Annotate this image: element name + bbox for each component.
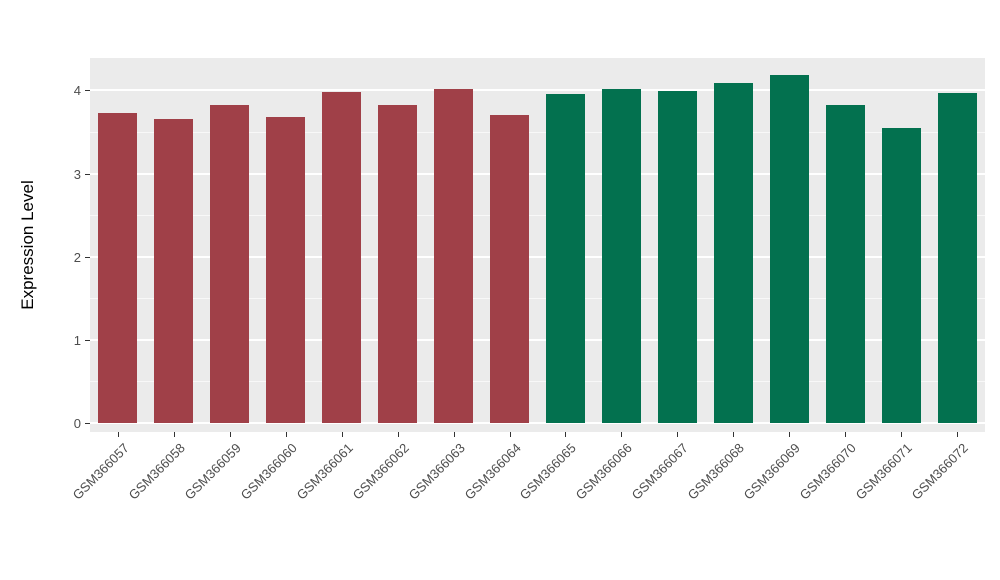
y-tick-label: 4 bbox=[73, 83, 81, 99]
x-tick-label-GSM366057: GSM366057 bbox=[69, 440, 132, 503]
bar-GSM366068 bbox=[713, 82, 753, 423]
bar-GSM366069 bbox=[769, 75, 809, 423]
x-tick-label-GSM366060: GSM366060 bbox=[237, 440, 300, 503]
x-tick-mark bbox=[621, 432, 623, 437]
y-tick-mark bbox=[85, 256, 90, 258]
x-tick-mark bbox=[453, 432, 455, 437]
y-tick-mark bbox=[85, 339, 90, 341]
x-tick-label-GSM366064: GSM366064 bbox=[461, 440, 524, 503]
x-tick-mark bbox=[117, 432, 119, 437]
x-tick-mark bbox=[173, 432, 175, 437]
x-tick-mark bbox=[229, 432, 231, 437]
bar-GSM366072 bbox=[937, 92, 977, 423]
x-tick-label-GSM366058: GSM366058 bbox=[125, 440, 188, 503]
y-axis-title-text: Expression Level bbox=[18, 180, 37, 310]
bar-GSM366067 bbox=[657, 91, 697, 423]
x-tick-label-GSM366069: GSM366069 bbox=[740, 440, 804, 503]
x-tick-label-GSM366062: GSM366062 bbox=[349, 440, 412, 503]
x-tick-mark bbox=[677, 432, 679, 437]
x-tick-label-GSM366070: GSM366070 bbox=[796, 440, 860, 503]
gridline-major bbox=[90, 89, 985, 92]
bar-GSM366060 bbox=[266, 117, 306, 423]
y-tick-label: 0 bbox=[73, 416, 81, 431]
x-tick-label-GSM366072: GSM366072 bbox=[908, 440, 971, 503]
gridline-minor bbox=[90, 298, 985, 300]
bar-GSM366063 bbox=[434, 88, 474, 423]
gridline-major bbox=[90, 422, 985, 424]
x-tick-mark bbox=[285, 432, 287, 437]
bar-GSM366061 bbox=[322, 92, 362, 423]
x-tick-label-GSM366061: GSM366061 bbox=[293, 440, 356, 503]
x-tick-label-GSM366063: GSM366063 bbox=[405, 440, 468, 503]
bar-GSM366071 bbox=[881, 127, 921, 423]
plot-panel bbox=[90, 58, 985, 432]
x-tick-mark bbox=[565, 432, 567, 437]
bar-GSM366062 bbox=[378, 105, 418, 423]
bar-GSM366066 bbox=[601, 88, 641, 423]
bar-GSM366064 bbox=[490, 114, 530, 423]
x-tick-mark bbox=[397, 432, 399, 437]
x-tick-label-GSM366068: GSM366068 bbox=[684, 440, 748, 503]
bar-GSM366058 bbox=[154, 118, 194, 423]
gridline-major bbox=[90, 338, 985, 341]
y-tick-label: 3 bbox=[73, 166, 81, 182]
x-tick-mark bbox=[341, 432, 343, 437]
gridline-minor bbox=[90, 215, 985, 217]
gridline-major bbox=[90, 172, 985, 175]
y-tick-label: 2 bbox=[73, 249, 81, 265]
x-tick-label-GSM366066: GSM366066 bbox=[573, 440, 636, 503]
x-tick-mark bbox=[957, 432, 959, 437]
y-tick-label: 1 bbox=[73, 332, 81, 348]
x-tick-label-GSM366071: GSM366071 bbox=[852, 440, 915, 503]
x-tick-mark bbox=[509, 432, 511, 437]
gridline-major bbox=[90, 255, 985, 258]
y-tick-mark bbox=[85, 173, 90, 175]
x-tick-label-GSM366059: GSM366059 bbox=[181, 440, 244, 503]
x-tick-mark bbox=[901, 432, 903, 437]
x-tick-mark bbox=[845, 432, 847, 437]
bar-GSM366070 bbox=[825, 104, 865, 423]
x-tick-label-GSM366067: GSM366067 bbox=[629, 440, 692, 503]
gridline-minor bbox=[90, 381, 985, 383]
x-tick-mark bbox=[733, 432, 735, 437]
gridline-minor bbox=[90, 131, 985, 133]
bar-GSM366065 bbox=[545, 93, 585, 423]
bar-GSM366057 bbox=[98, 112, 138, 423]
x-tick-mark bbox=[789, 432, 791, 437]
x-tick-label-GSM366065: GSM366065 bbox=[517, 440, 580, 503]
y-tick-mark bbox=[85, 423, 90, 424]
y-tick-mark bbox=[85, 90, 90, 92]
bar-GSM366059 bbox=[210, 105, 250, 423]
